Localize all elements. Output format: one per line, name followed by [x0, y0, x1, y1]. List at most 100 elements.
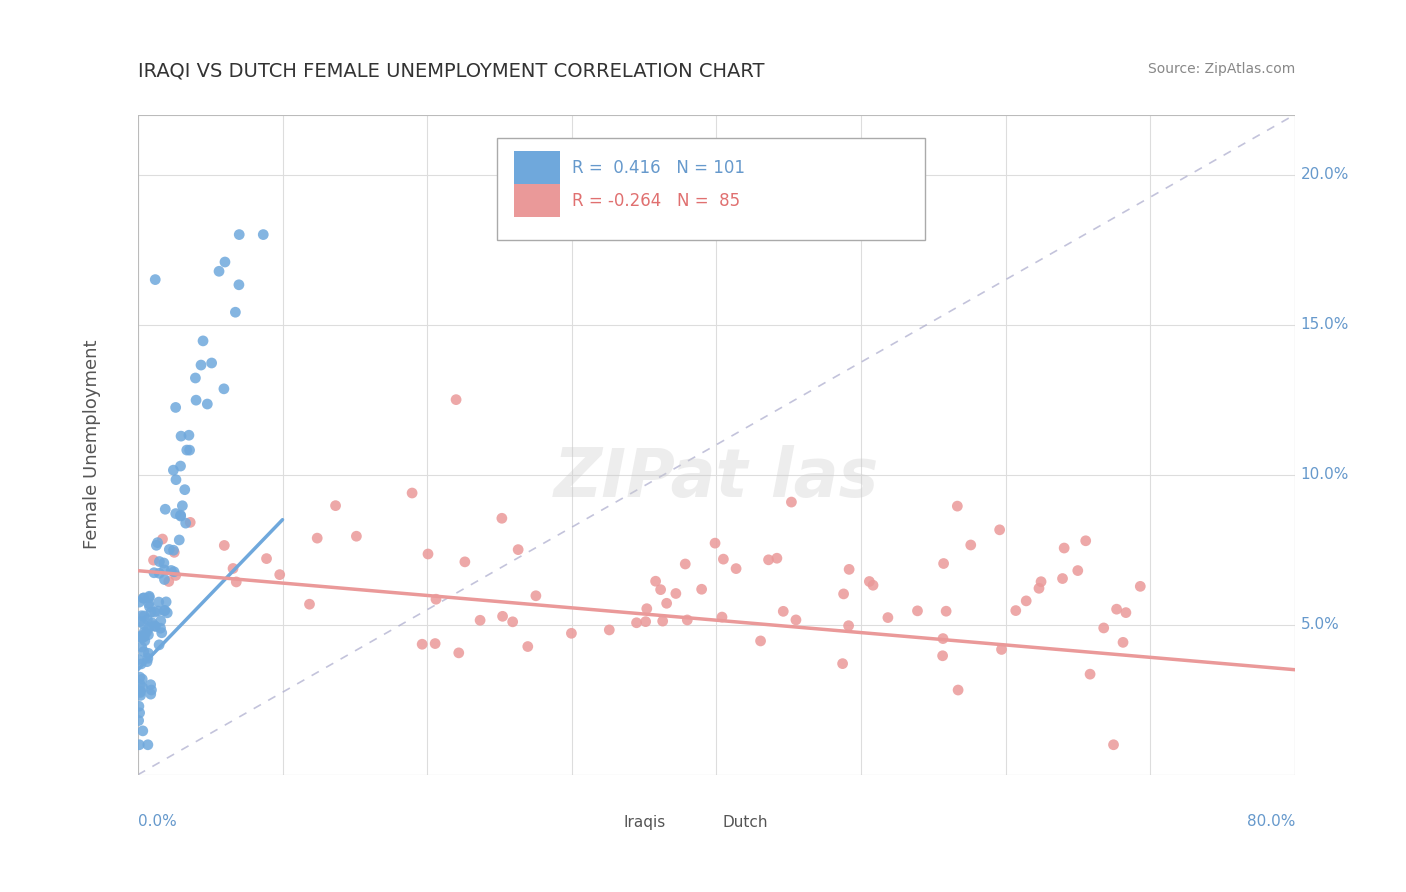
Point: [153, 556, 176, 570]
Point: [516, 640, 538, 654]
Point: [128, 615, 150, 629]
Point: [165, 401, 187, 415]
Point: [711, 610, 734, 624]
Point: [142, 553, 165, 567]
Point: [931, 648, 953, 663]
Point: [256, 551, 278, 566]
Point: [132, 681, 155, 695]
Point: [225, 574, 247, 589]
Point: [167, 533, 190, 547]
Point: [136, 612, 159, 626]
Point: [179, 516, 201, 530]
Point: [655, 596, 678, 610]
Point: [932, 557, 955, 571]
Point: [132, 723, 155, 738]
Point: [132, 617, 155, 632]
Text: Female Unemployment: Female Unemployment: [83, 340, 101, 549]
Point: [862, 578, 884, 592]
Point: [344, 529, 367, 543]
Point: [838, 562, 860, 576]
Point: [162, 543, 184, 558]
Text: R = -0.264   N =  85: R = -0.264 N = 85: [572, 192, 740, 210]
Point: [128, 706, 150, 720]
Point: [325, 499, 347, 513]
Point: [170, 509, 193, 524]
Point: [711, 552, 734, 566]
Point: [170, 429, 193, 443]
Text: R =  0.416   N = 101: R = 0.416 N = 101: [572, 159, 745, 177]
Text: Iraqis: Iraqis: [624, 815, 666, 830]
Point: [138, 597, 160, 611]
Point: [190, 358, 212, 372]
Point: [149, 614, 172, 628]
Point: [141, 615, 163, 630]
Point: [1129, 579, 1152, 593]
Point: [634, 615, 657, 629]
Point: [1053, 541, 1076, 555]
Point: [179, 443, 201, 458]
Point: [138, 599, 160, 614]
Point: [131, 640, 153, 654]
Point: [416, 547, 439, 561]
Point: [139, 687, 162, 701]
Point: [598, 623, 620, 637]
Point: [129, 685, 152, 699]
Point: [165, 507, 187, 521]
Text: ZIPat las: ZIPat las: [554, 445, 879, 510]
Point: [932, 632, 955, 646]
Point: [780, 495, 803, 509]
Point: [508, 542, 530, 557]
Point: [176, 443, 198, 458]
Point: [128, 670, 150, 684]
Point: [172, 499, 194, 513]
Point: [444, 392, 467, 407]
Point: [877, 610, 900, 624]
Text: 80.0%: 80.0%: [1247, 814, 1295, 830]
Point: [208, 264, 231, 278]
FancyBboxPatch shape: [515, 184, 560, 217]
Point: [946, 499, 969, 513]
Point: [160, 564, 183, 578]
Point: [222, 561, 245, 575]
Point: [153, 573, 176, 587]
Point: [1004, 603, 1026, 617]
Point: [758, 553, 780, 567]
Point: [644, 574, 666, 589]
Point: [146, 604, 169, 618]
Point: [502, 615, 524, 629]
Point: [163, 565, 186, 579]
Point: [153, 563, 176, 577]
Point: [129, 684, 152, 698]
Point: [134, 630, 156, 644]
Point: [959, 538, 981, 552]
Point: [152, 532, 174, 546]
Point: [174, 516, 197, 530]
Point: [139, 605, 162, 619]
Point: [228, 277, 250, 292]
Point: [155, 595, 177, 609]
Point: [134, 625, 156, 640]
Point: [946, 683, 969, 698]
Point: [184, 371, 207, 385]
Point: [128, 595, 150, 609]
Point: [169, 459, 191, 474]
Point: [145, 619, 167, 633]
Point: [1029, 574, 1052, 589]
FancyBboxPatch shape: [515, 151, 560, 184]
Point: [201, 356, 224, 370]
Point: [138, 628, 160, 642]
Point: [132, 591, 155, 606]
Point: [136, 738, 159, 752]
Point: [1028, 582, 1050, 596]
Point: [177, 428, 200, 442]
Point: [153, 604, 176, 618]
Point: [129, 657, 152, 671]
Point: [772, 604, 794, 618]
Point: [1015, 594, 1038, 608]
Point: [1112, 635, 1135, 649]
Point: [665, 586, 688, 600]
Point: [169, 508, 191, 523]
Text: 0.0%: 0.0%: [138, 814, 177, 830]
Point: [127, 652, 149, 666]
Point: [136, 655, 159, 669]
